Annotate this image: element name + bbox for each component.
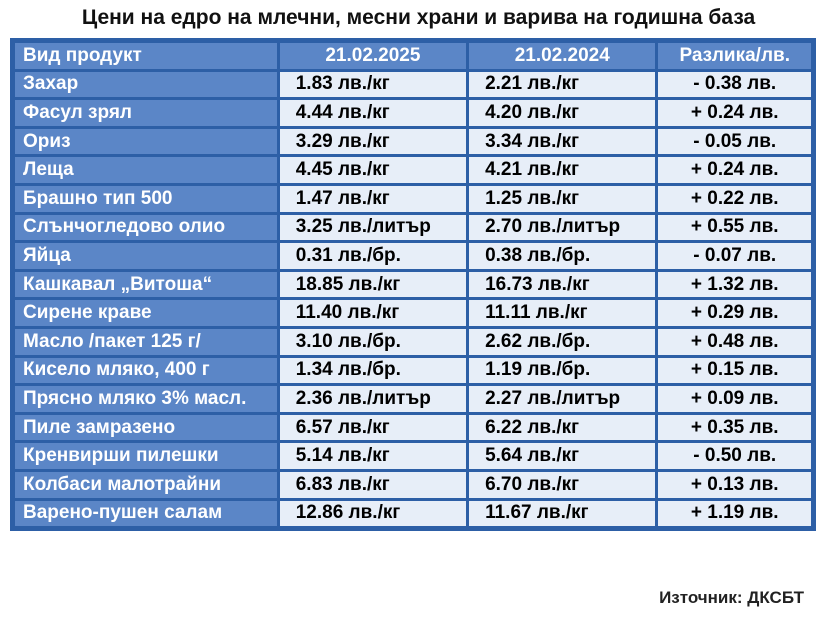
product-name-cell: Прясно мляко 3% масл. <box>15 386 277 412</box>
price-2025-cell: 18.85 лв./кг <box>279 271 467 298</box>
price-2024-cell: 3.34 лв./кг <box>469 128 656 155</box>
price-2025-cell: 1.47 лв./кг <box>279 185 467 212</box>
product-name-cell: Варено-пушен салам <box>15 500 277 527</box>
product-name-cell: Кашкавал „Витоша“ <box>15 271 277 298</box>
price-2025-cell: 1.34 лв./бр. <box>279 357 467 384</box>
table-row: Колбаси малотрайни 6.83 лв./кг 6.70 лв./кг… <box>15 471 811 498</box>
table-row: Кренвирши пилешки 5.14 лв./кг 5.64 лв./кг -… <box>15 443 811 469</box>
price-2025-cell: 3.29 лв./кг <box>279 128 467 155</box>
difference-cell: + 0.24 лв. <box>658 100 811 126</box>
table-row: Захар 1.83 лв./кг 2.21 лв./кг - 0.38 лв. <box>15 71 811 98</box>
table-row: Слънчогледово олио 3.25 лв./литър 2.70 лв.… <box>15 214 811 241</box>
difference-cell: + 0.22 лв. <box>658 185 811 212</box>
price-2025-cell: 3.10 лв./бр. <box>279 328 467 355</box>
column-header-date-2025: 21.02.2025 <box>279 43 467 69</box>
source-note: Източник: ДКСБТ <box>659 588 804 607</box>
price-table-frame: Вид продукт 21.02.2025 21.02.2024 Разлик… <box>10 38 816 532</box>
price-table: Вид продукт 21.02.2025 21.02.2024 Разлик… <box>12 40 814 529</box>
price-2025-cell: 12.86 лв./кг <box>279 500 467 527</box>
price-2024-cell: 2.62 лв./бр. <box>469 328 656 355</box>
price-2025-cell: 3.25 лв./литър <box>279 214 467 241</box>
difference-cell: + 0.24 лв. <box>658 157 811 183</box>
table-row: Масло /пакет 125 г/3.10 лв./бр. 2.62 лв./… <box>15 328 811 355</box>
difference-cell: - 0.38 лв. <box>658 71 811 98</box>
product-name-cell: Фасул зрял <box>15 100 277 126</box>
price-2024-cell: 4.20 лв./кг <box>469 100 656 126</box>
price-2024-cell: 0.38 лв./бр. <box>469 243 656 269</box>
product-name-cell: Слънчогледово олио <box>15 214 277 241</box>
product-name-cell: Колбаси малотрайни <box>15 471 277 498</box>
product-name-cell: Кисело мляко, 400 г <box>15 357 277 384</box>
difference-cell: + 1.32 лв. <box>658 271 811 298</box>
price-2024-cell: 6.70 лв./кг <box>469 471 656 498</box>
product-name-cell: Сирене краве <box>15 300 277 326</box>
difference-cell: + 0.15 лв. <box>658 357 811 384</box>
difference-cell: + 0.09 лв. <box>658 386 811 412</box>
price-2025-cell: 11.40 лв./кг <box>279 300 467 326</box>
difference-cell: - 0.07 лв. <box>658 243 811 269</box>
product-name-cell: Масло /пакет 125 г/ <box>15 328 277 355</box>
price-2025-cell: 6.83 лв./кг <box>279 471 467 498</box>
table-row: Кашкавал „Витоша“ 18.85 лв./кг 16.73 лв./к… <box>15 271 811 298</box>
price-2025-cell: 4.44 лв./кг <box>279 100 467 126</box>
product-name-cell: Захар <box>15 71 277 98</box>
price-2024-cell: 1.25 лв./кг <box>469 185 656 212</box>
table-row: Кисело мляко, 400 г 1.34 лв./бр. 1.19 лв./… <box>15 357 811 384</box>
price-2024-cell: 5.64 лв./кг <box>469 443 656 469</box>
price-2024-cell: 6.22 лв./кг <box>469 414 656 441</box>
table-row: Сирене краве 11.40 лв./кг 11.11 лв./кг + 0.… <box>15 300 811 326</box>
price-2024-cell: 1.19 лв./бр. <box>469 357 656 384</box>
product-name-cell: Кренвирши пилешки <box>15 443 277 469</box>
table-row: Варено-пушен салам 12.86 лв./кг 11.67 лв./… <box>15 500 811 527</box>
price-2025-cell: 2.36 лв./литър <box>279 386 467 412</box>
column-header-date-2024: 21.02.2024 <box>469 43 656 69</box>
product-name-cell: Яйца <box>15 243 277 269</box>
price-2024-cell: 4.21 лв./кг <box>469 157 656 183</box>
price-2025-cell: 0.31 лв./бр. <box>279 243 467 269</box>
difference-cell: - 0.50 лв. <box>658 443 811 469</box>
table-row: Ориз 3.29 лв./кг 3.34 лв./кг - 0.05 лв. <box>15 128 811 155</box>
price-2024-cell: 11.67 лв./кг <box>469 500 656 527</box>
price-2024-cell: 11.11 лв./кг <box>469 300 656 326</box>
price-2024-cell: 2.21 лв./кг <box>469 71 656 98</box>
difference-cell: - 0.05 лв. <box>658 128 811 155</box>
difference-cell: + 0.29 лв. <box>658 300 811 326</box>
difference-cell: + 0.48 лв. <box>658 328 811 355</box>
price-2024-cell: 2.27 лв./литър <box>469 386 656 412</box>
table-row: Пиле замразено 6.57 лв./кг 6.22 лв./кг + 0.… <box>15 414 811 441</box>
product-name-cell: Ориз <box>15 128 277 155</box>
product-name-cell: Брашно тип 500 <box>15 185 277 212</box>
product-name-cell: Пиле замразено <box>15 414 277 441</box>
difference-cell: + 1.19 лв. <box>658 500 811 527</box>
table-row: Яйца 0.31 лв./бр. 0.38 лв./бр. - 0.07 лв. <box>15 243 811 269</box>
difference-cell: + 0.13 лв. <box>658 471 811 498</box>
table-row: Леща 4.45 лв./кг 4.21 лв./кг + 0.24 лв. <box>15 157 811 183</box>
column-header-difference: Разлика/лв. <box>658 43 811 69</box>
table-header-row: Вид продукт 21.02.2025 21.02.2024 Разлик… <box>15 43 811 69</box>
page-title: Цени на едро на млечни, месни храни и ва… <box>81 6 756 29</box>
product-name-cell: Леща <box>15 157 277 183</box>
price-2024-cell: 2.70 лв./литър <box>469 214 656 241</box>
price-2024-cell: 16.73 лв./кг <box>469 271 656 298</box>
difference-cell: + 0.35 лв. <box>658 414 811 441</box>
price-2025-cell: 5.14 лв./кг <box>279 443 467 469</box>
difference-cell: + 0.55 лв. <box>658 214 811 241</box>
price-2025-cell: 1.83 лв./кг <box>279 71 467 98</box>
price-2025-cell: 6.57 лв./кг <box>279 414 467 441</box>
table-row: Фасул зрял 4.44 лв./кг 4.20 лв./кг + 0.24 л… <box>15 100 811 126</box>
table-row: Брашно тип 500 1.47 лв./кг 1.25 лв./кг + 0.… <box>15 185 811 212</box>
price-2025-cell: 4.45 лв./кг <box>279 157 467 183</box>
column-header-product: Вид продукт <box>15 43 277 69</box>
table-row: Прясно мляко 3% масл. 2.36 лв./литър 2.27 … <box>15 386 811 412</box>
